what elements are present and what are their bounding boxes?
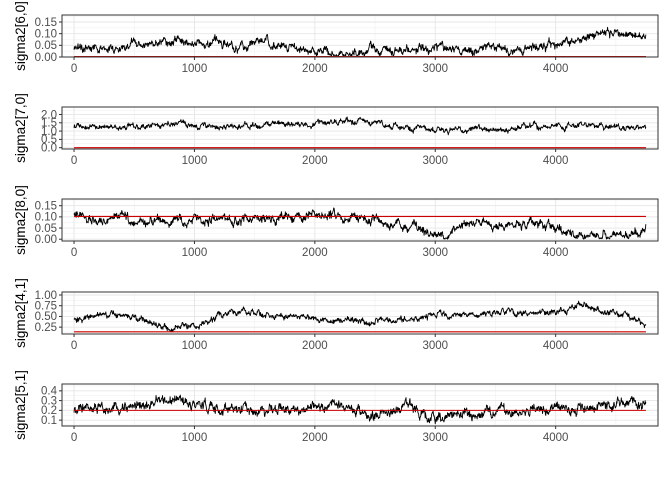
panel-border bbox=[61, 383, 659, 427]
y-axis-title: sigma2[5,1] bbox=[13, 370, 28, 440]
y-tick-label: 0.25 bbox=[35, 322, 57, 334]
trace-panel-4: 0 1000 2000 3000 4000 0.10.20.30.4 sigma2[5,1] bbox=[13, 370, 659, 444]
y-tick-label: 1.00 bbox=[35, 290, 57, 302]
y-axis-title: sigma2[4,1] bbox=[13, 278, 28, 348]
y-tick-label: 0.2 bbox=[41, 405, 57, 417]
trace-series-line bbox=[73, 116, 647, 136]
x-tick-label: 0 bbox=[71, 63, 77, 75]
x-tick-label: 1000 bbox=[182, 155, 208, 167]
trace-series-line bbox=[73, 26, 647, 57]
x-tick-label: 4000 bbox=[543, 63, 569, 75]
y-axis-title: sigma2[6,0] bbox=[13, 1, 28, 71]
trace-panel-3: 0 1000 2000 3000 4000 0.250.500.751.00 sigma2[… bbox=[13, 278, 659, 352]
y-axis-title: sigma2[7,0] bbox=[13, 93, 28, 163]
y-axis-title: sigma2[8,0] bbox=[13, 185, 28, 255]
panel-background bbox=[62, 292, 658, 334]
y-tick-label: 1.5 bbox=[41, 118, 57, 130]
panel-border bbox=[61, 198, 659, 242]
y-tick-label: 0.05 bbox=[35, 223, 57, 235]
x-tick-label: 1000 bbox=[182, 63, 208, 75]
x-tick-label: 2000 bbox=[302, 432, 328, 444]
x-tick-label: 3000 bbox=[422, 340, 448, 352]
y-tick-label: 1.0 bbox=[41, 126, 57, 138]
y-tick-label: 0.10 bbox=[35, 212, 57, 224]
trace-panel-2: 0 1000 2000 3000 4000 0.000.050.100.15 sigma2[… bbox=[13, 185, 659, 259]
trace-series-line bbox=[73, 394, 647, 425]
y-tick-label: 0.15 bbox=[35, 17, 57, 29]
trace-panel-0: 0 1000 2000 3000 4000 0.000.050.100.15 sigma2[… bbox=[13, 1, 659, 75]
x-tick-label: 1000 bbox=[182, 247, 208, 259]
y-tick-label: 0.3 bbox=[41, 395, 57, 407]
y-tick-label: 0.00 bbox=[35, 52, 57, 64]
x-tick-label: 0 bbox=[71, 432, 77, 444]
y-tick-label: 0.00 bbox=[35, 234, 57, 246]
y-tick-label: 0.10 bbox=[35, 28, 57, 40]
y-tick-label: 0.15 bbox=[35, 201, 57, 213]
x-tick-label: 0 bbox=[71, 340, 77, 352]
x-tick-label: 2000 bbox=[302, 63, 328, 75]
x-tick-label: 1000 bbox=[182, 340, 208, 352]
y-tick-label: 0.5 bbox=[41, 134, 57, 146]
x-tick-label: 4000 bbox=[543, 340, 569, 352]
panel-border bbox=[61, 106, 659, 150]
panel-background bbox=[62, 107, 658, 149]
x-tick-label: 4000 bbox=[543, 247, 569, 259]
y-tick-label: 0.75 bbox=[35, 301, 57, 313]
trace-series-line bbox=[73, 207, 647, 240]
x-tick-label: 2000 bbox=[302, 340, 328, 352]
x-tick-label: 4000 bbox=[543, 155, 569, 167]
x-tick-label: 1000 bbox=[182, 432, 208, 444]
panel-border bbox=[61, 291, 659, 335]
trace-series-line bbox=[73, 300, 647, 332]
x-tick-label: 0 bbox=[71, 247, 77, 259]
y-tick-label: 0.50 bbox=[35, 311, 57, 323]
y-tick-label: 2.0 bbox=[41, 109, 57, 121]
panel-border bbox=[61, 14, 659, 58]
x-tick-label: 3000 bbox=[422, 247, 448, 259]
y-tick-label: 0.1 bbox=[41, 415, 57, 427]
y-tick-label: 0.0 bbox=[41, 142, 57, 154]
x-tick-label: 4000 bbox=[543, 432, 569, 444]
x-tick-label: 3000 bbox=[422, 155, 448, 167]
y-tick-label: 0.4 bbox=[41, 386, 58, 398]
x-tick-label: 3000 bbox=[422, 63, 448, 75]
x-tick-label: 2000 bbox=[302, 247, 328, 259]
x-tick-label: 2000 bbox=[302, 155, 328, 167]
trace-panel-1: 0 1000 2000 3000 4000 0.00.51.01.52.0 sigma2[7… bbox=[13, 93, 659, 167]
x-tick-label: 3000 bbox=[422, 432, 448, 444]
y-tick-label: 0.05 bbox=[35, 40, 57, 52]
x-tick-label: 0 bbox=[71, 155, 77, 167]
